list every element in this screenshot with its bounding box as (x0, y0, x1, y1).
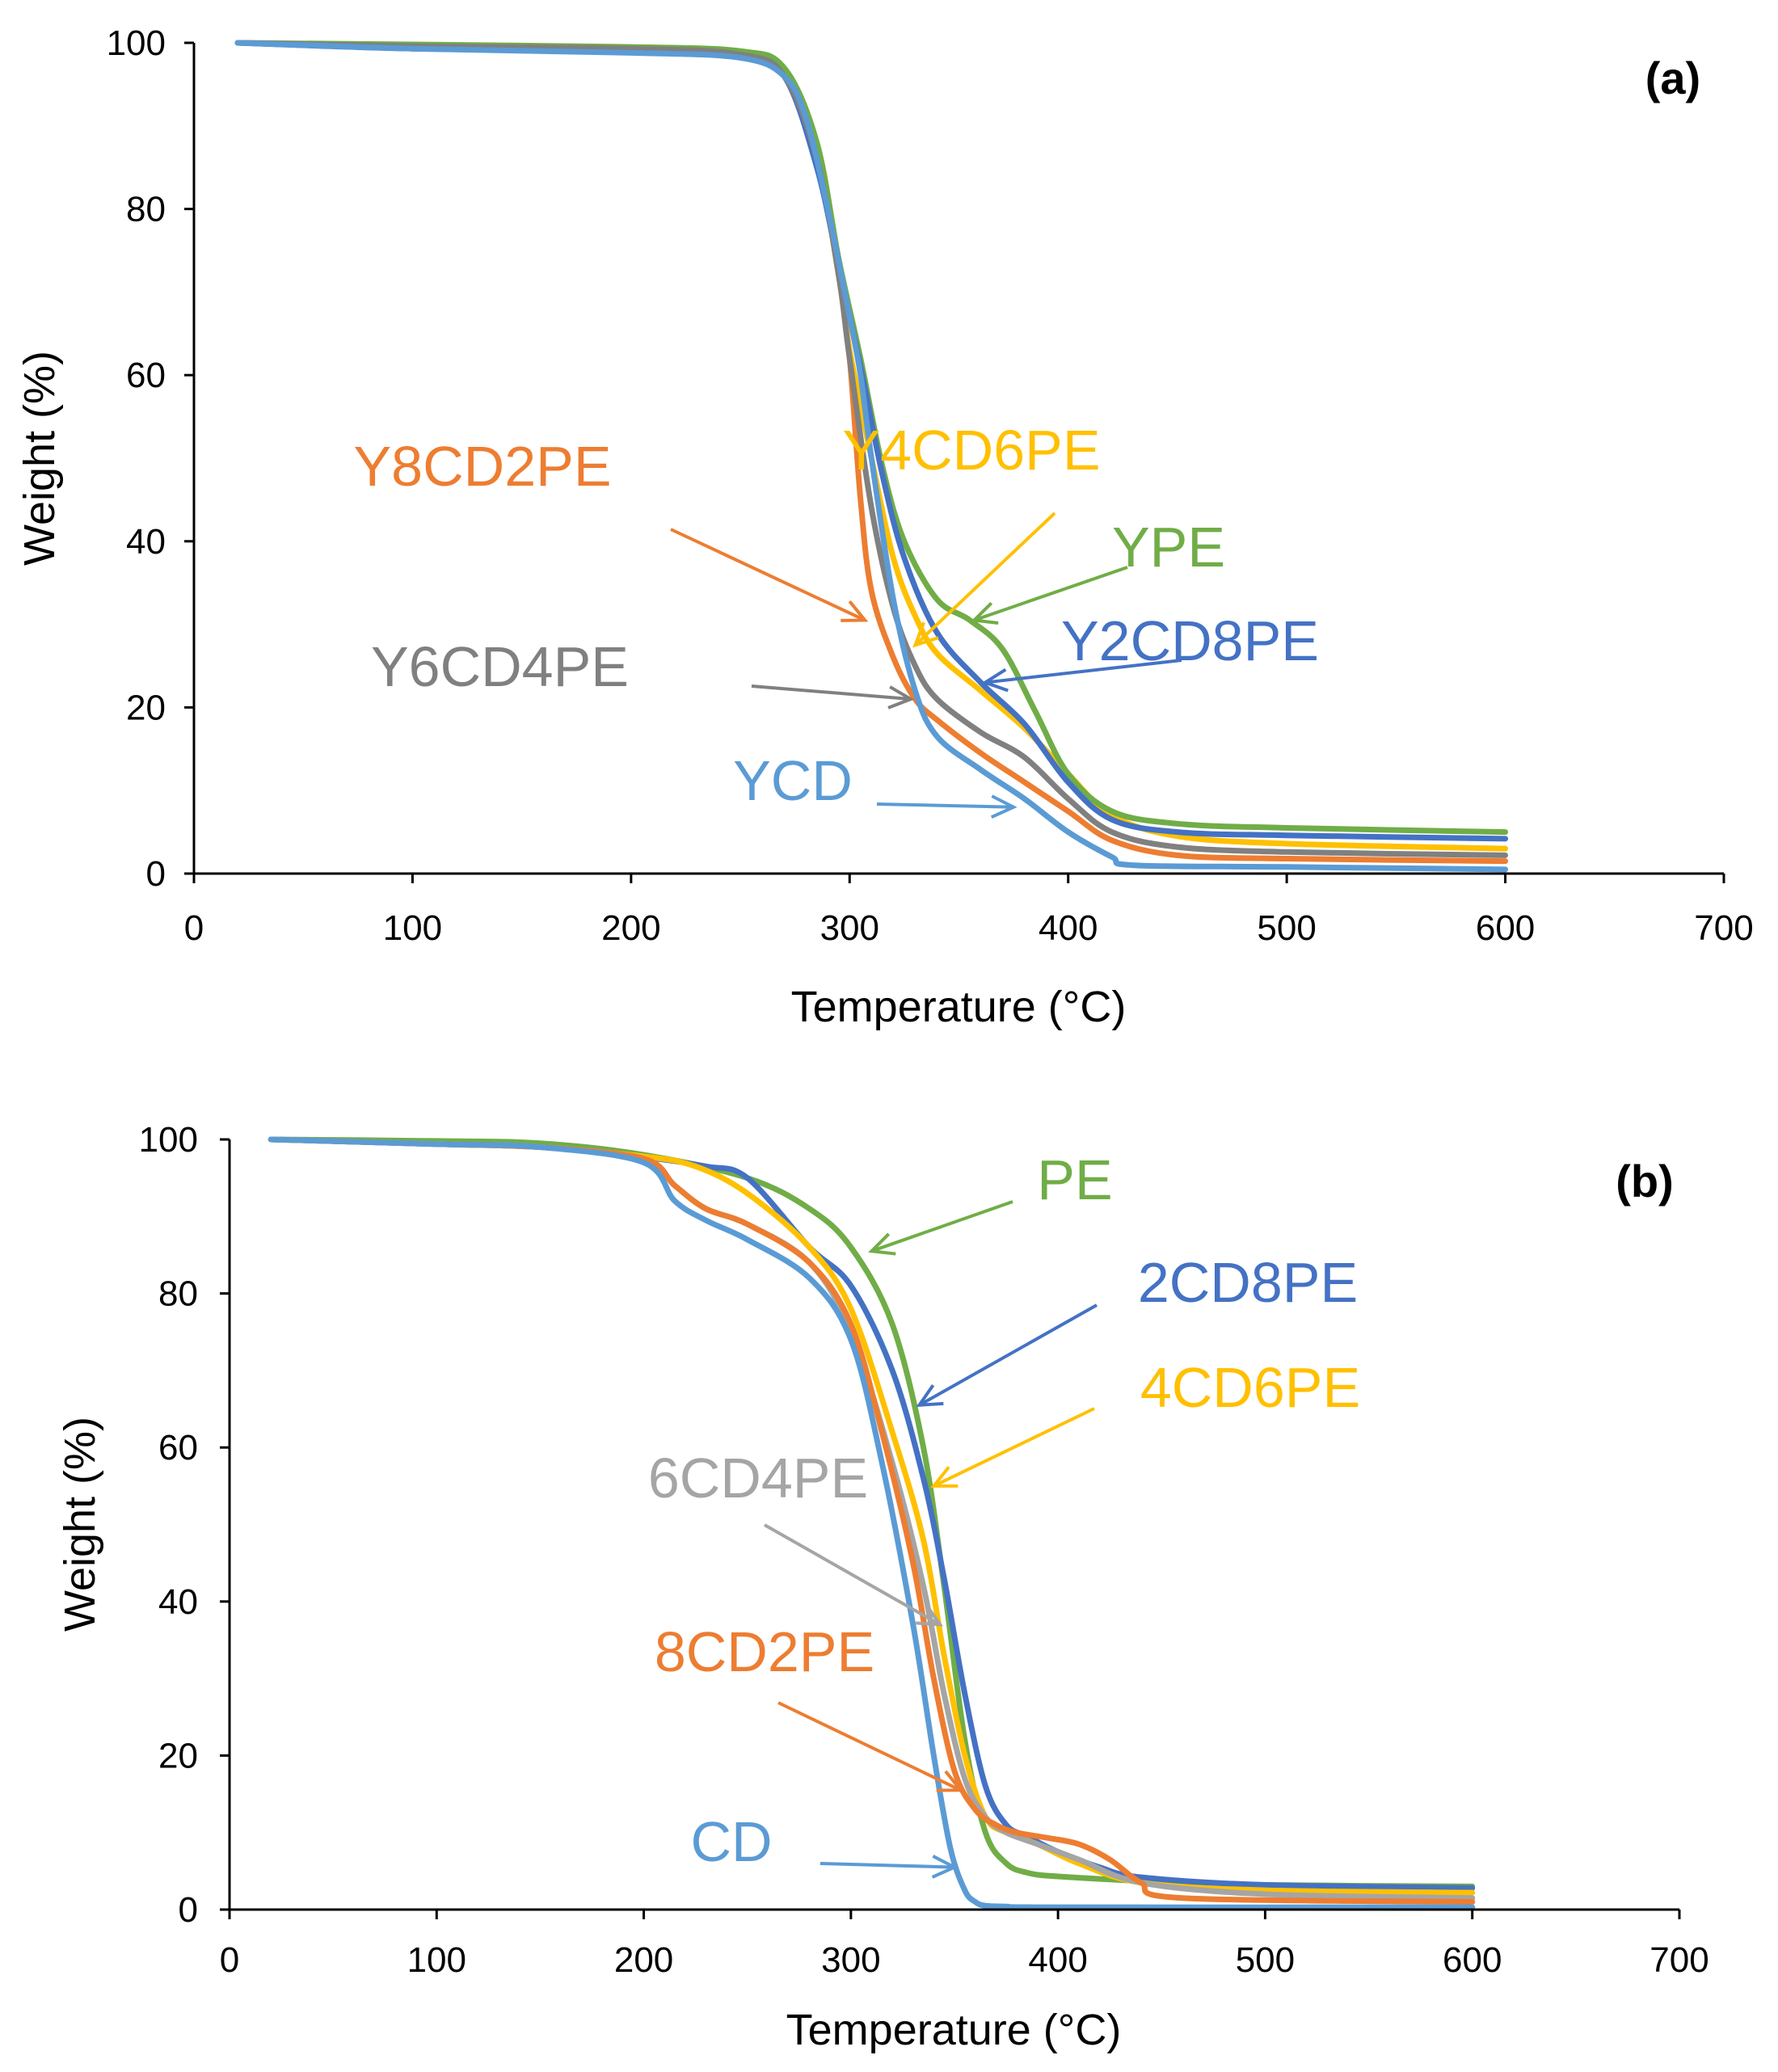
x-tick-label: 500 (1236, 1940, 1295, 1980)
callout-label-y4cd6pe: Y4CD6PE (842, 419, 1100, 482)
callout-arrow-cd (820, 1864, 954, 1868)
panel-a-y-axis-title: Weight (%) (15, 351, 64, 566)
x-tick-label: 400 (1028, 1940, 1087, 1980)
callout-label-8cd2pe: 8CD2PE (655, 1620, 874, 1683)
panel-b-label: (b) (1616, 1156, 1674, 1207)
y-tick-label: 100 (139, 1120, 198, 1160)
callout-label-y6cd4pe: Y6CD4PE (371, 635, 629, 698)
x-tick-label: 300 (821, 1940, 880, 1980)
panel-a-label: (a) (1645, 53, 1700, 103)
callout-arrow-2cd8pe (919, 1305, 1097, 1405)
x-tick-label: 100 (407, 1940, 466, 1980)
x-tick-label: 700 (1694, 908, 1753, 948)
x-tick-label: 600 (1443, 1940, 1502, 1980)
x-tick-label: 200 (614, 1940, 673, 1980)
y-tick-label: 80 (126, 190, 166, 230)
callout-arrow-y8cd2pe (671, 529, 865, 620)
callout-label-ype: YPE (1112, 516, 1225, 579)
callout-label-y8cd2pe: Y8CD2PE (353, 435, 611, 498)
tga-figure: Y8CD2PE Y4CD6PEYPE Y2CD8PE Y6CD4PE YCD 0 100 2… (0, 0, 1778, 2072)
x-tick-label: 400 (1039, 908, 1098, 948)
callout-arrow-y6cd4pe (752, 686, 911, 699)
y-tick-label: 100 (107, 23, 166, 63)
callout-label-cd: CD (690, 1810, 772, 1873)
callout-label-2cd8pe: 2CD8PE (1138, 1251, 1358, 1314)
y-tick-label: 60 (158, 1428, 198, 1468)
callout-arrow-pe (871, 1202, 1013, 1251)
callout-label-ycd: YCD (733, 749, 853, 812)
callout-arrow-4cd6pe (933, 1409, 1094, 1486)
y-tick-label: 40 (158, 1582, 198, 1622)
callout-arrow-ycd (877, 804, 1013, 807)
x-tick-label: 200 (601, 908, 660, 948)
x-tick-label: 0 (184, 908, 204, 948)
panel-b-annotations: PE 2CD8PE 4CD6PE 6CD4PE 8CD2PE CD (648, 1148, 1360, 1877)
x-tick-label: 700 (1649, 1940, 1708, 1980)
panel-b-y-axis-title: Weight (%) (56, 1417, 104, 1632)
x-tick-label: 500 (1257, 908, 1316, 948)
y-tick-label: 40 (126, 522, 166, 562)
y-tick-label: 60 (126, 356, 166, 395)
panel-b-x-axis-title: Temperature (°C) (786, 2006, 1122, 2054)
callout-arrow-y4cd6pe (915, 513, 1055, 645)
x-tick-label: 300 (820, 908, 879, 948)
y-tick-label: 0 (179, 1890, 198, 1930)
y-tick-label: 20 (158, 1736, 198, 1775)
x-tick-label: 0 (220, 1940, 239, 1980)
y-tick-label: 20 (126, 688, 166, 727)
callout-label-4cd6pe: 4CD6PE (1140, 1356, 1360, 1419)
x-tick-label: 100 (383, 908, 442, 948)
y-tick-label: 80 (158, 1274, 198, 1314)
callout-label-6cd4pe: 6CD4PE (648, 1447, 868, 1510)
callout-label-y2cd8pe: Y2CD8PE (1061, 609, 1319, 672)
x-tick-label: 600 (1476, 908, 1535, 948)
y-tick-label: 0 (146, 854, 166, 894)
callout-label-pe: PE (1037, 1148, 1112, 1211)
panel-a-x-axis-title: Temperature (°C) (791, 983, 1127, 1031)
